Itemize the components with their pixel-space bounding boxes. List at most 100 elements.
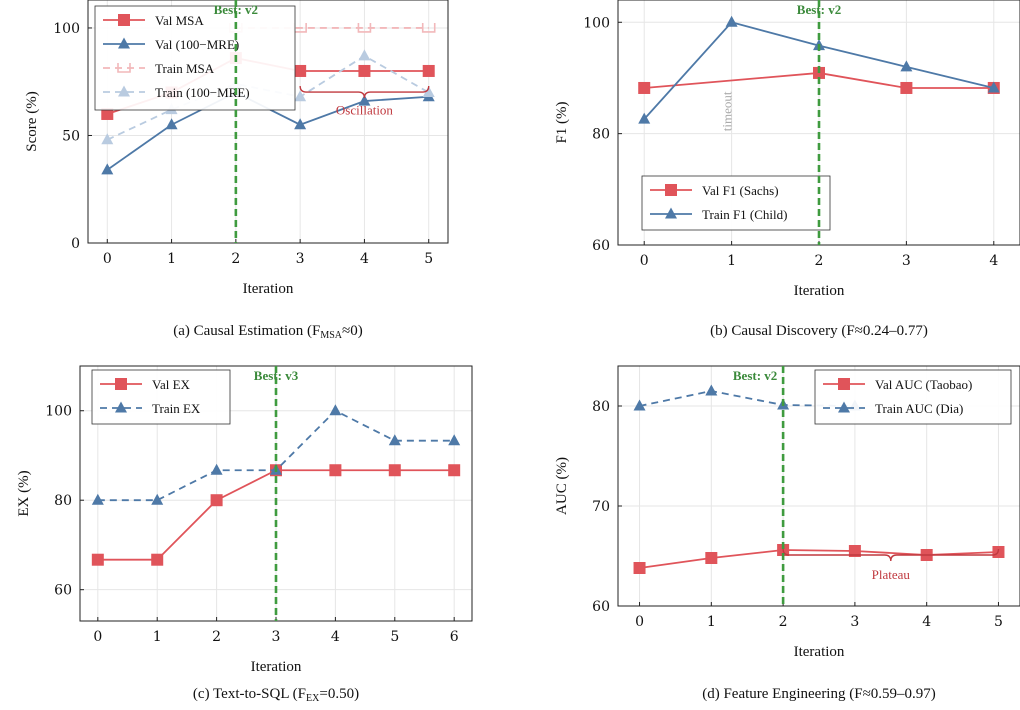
data-point	[633, 562, 646, 574]
legend: Val MSA Val (100−MRE) Train MSA Train (100−…	[94, 5, 296, 111]
legend-label: Val F1 (Sachs)	[702, 183, 779, 198]
data-point	[210, 463, 223, 475]
y-tick-label: 70	[592, 499, 610, 515]
data-point	[422, 85, 435, 97]
panel-text-to-sql: 0 1 2 3 4 5 6 60 80 100 Iteration EX (%) Val EX Train…	[16, 365, 473, 704]
x-tick-label: 0	[93, 629, 102, 645]
panel-causal-discovery: 0 1 2 3 4 60 80 100 Iteration F1 (%) timeout Val F1…	[554, 0, 1020, 339]
x-tick-label: 0	[103, 251, 112, 267]
x-tick-label: 2	[815, 253, 824, 269]
legend-marker	[665, 207, 677, 219]
y-tick-label: 80	[54, 493, 72, 509]
panel-caption: (b) Causal Discovery (F≈0.24–0.77)	[710, 323, 928, 339]
y-axis-label: EX (%)	[16, 470, 32, 516]
x-axis-label: Iteration	[251, 659, 302, 675]
legend-marker	[838, 401, 850, 413]
data-point	[294, 64, 307, 77]
data-point	[448, 464, 461, 477]
legend-marker	[115, 401, 127, 413]
legend-label: Train EX	[152, 401, 201, 416]
y-tick-label: 60	[592, 238, 610, 254]
data-point	[101, 107, 114, 120]
data-point	[358, 94, 371, 106]
x-tick-label: 5	[390, 629, 399, 645]
x-tick-label: 6	[450, 629, 459, 645]
x-tick-label: 3	[902, 253, 911, 269]
y-tick-label: 0	[71, 236, 80, 252]
x-tick-label: 2	[779, 614, 788, 630]
legend-label: Val AUC (Taobao)	[875, 377, 972, 392]
series-line	[644, 72, 994, 89]
panel-caption: (a) Causal Estimation (FMSA≈0)	[173, 323, 362, 341]
legend-label: Train AUC (Dia)	[875, 401, 963, 416]
annotation-label: Plateau	[872, 567, 911, 582]
panel-caption: (c) Text-to-SQL (FEX=0.50)	[193, 686, 359, 704]
plot-frame	[617, 365, 1020, 607]
data-point	[421, 22, 436, 33]
data-point	[358, 49, 371, 61]
data-point	[91, 493, 104, 505]
best-version-label: Best: v3	[254, 368, 299, 383]
x-tick-label: 3	[296, 251, 305, 267]
data-point	[151, 553, 164, 566]
x-tick-label: 1	[153, 629, 162, 645]
y-axis-label: AUC (%)	[554, 457, 570, 515]
legend-label: Train MSA	[155, 61, 215, 76]
x-tick-label: 0	[635, 614, 644, 630]
data-point	[210, 494, 223, 507]
x-tick-label: 5	[994, 614, 1003, 630]
y-axis-label: F1 (%)	[554, 101, 570, 143]
legend-marker	[118, 37, 130, 49]
data-point	[294, 90, 307, 102]
legend-label: Train F1 (Child)	[702, 207, 787, 222]
data-point	[357, 22, 372, 33]
data-point	[900, 81, 913, 94]
y-tick-label: 100	[53, 21, 80, 37]
x-tick-label: 4	[360, 251, 369, 267]
plot-frame	[87, 0, 449, 244]
x-tick-label: 1	[727, 253, 736, 269]
data-point	[705, 552, 718, 564]
data-point	[422, 64, 435, 77]
data-point	[91, 553, 104, 566]
legend-marker	[118, 14, 130, 26]
data-point	[165, 118, 178, 130]
data-point	[101, 163, 114, 175]
legend-marker	[838, 378, 850, 390]
y-tick-label: 50	[62, 128, 80, 144]
legend: Val F1 (Sachs) Train F1 (Child)	[641, 175, 831, 231]
legend-marker	[117, 63, 131, 73]
data-point	[633, 399, 646, 411]
y-tick-label: 80	[592, 399, 610, 415]
data-point	[448, 434, 461, 446]
data-point	[294, 118, 307, 130]
annotation-brace	[299, 85, 430, 99]
y-tick-label: 60	[54, 583, 72, 599]
x-tick-label: 4	[922, 614, 931, 630]
data-point	[358, 64, 371, 77]
legend-label: Val MSA	[155, 13, 204, 28]
x-tick-label: 2	[212, 629, 221, 645]
x-axis-label: Iteration	[794, 644, 845, 660]
x-tick-label: 1	[707, 614, 716, 630]
annotation-label: timeout	[720, 91, 735, 131]
legend-label: Val (100−MRE)	[155, 37, 239, 52]
x-tick-label: 3	[850, 614, 859, 630]
x-tick-label: 4	[989, 253, 998, 269]
legend-marker	[115, 378, 127, 390]
y-tick-label: 60	[592, 599, 610, 615]
data-point	[725, 15, 738, 27]
best-version-label: Best: v2	[797, 2, 841, 17]
data-point	[329, 404, 342, 416]
x-axis-label: Iteration	[794, 283, 845, 299]
data-point	[848, 545, 861, 557]
y-tick-label: 100	[45, 404, 72, 420]
best-version-label: Best: v2	[733, 368, 777, 383]
best-version-label: Best: v2	[214, 2, 258, 17]
annotation-label: Oscillation	[336, 103, 394, 118]
legend-label: Val EX	[152, 377, 191, 392]
data-point	[638, 81, 651, 94]
x-tick-label: 1	[167, 251, 176, 267]
